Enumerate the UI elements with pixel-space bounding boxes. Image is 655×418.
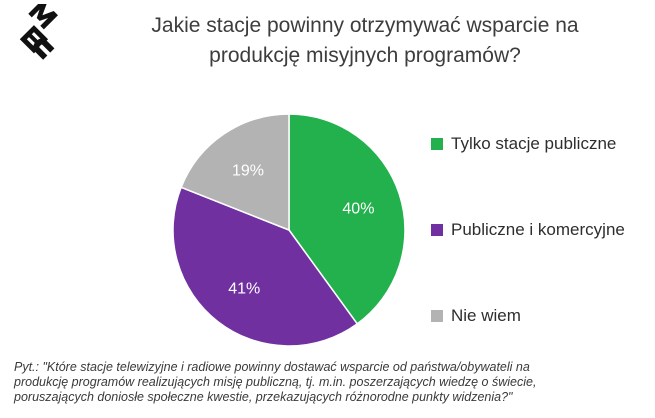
pie-slice-tylko-stacje-publiczne — [288, 113, 406, 325]
legend-item-nie-wiem: Nie wiem — [431, 304, 521, 328]
pie-slice-publiczne-i-komercyjne — [172, 186, 359, 347]
mec-logo — [19, 4, 58, 60]
survey-question-footnote: Pyt.: "Które stacje telewizyjne i radiow… — [14, 360, 624, 405]
legend-label: Publiczne i komercyjne — [451, 220, 625, 239]
pie-slice-percent-label: 41% — [228, 281, 260, 298]
chart-title-line-2: produkcję misyjnych programów? — [209, 44, 521, 67]
pie-slice-percent-label: 40% — [342, 200, 374, 217]
footnote-line: Pyt.: "Które stacje telewizyjne i radiow… — [14, 360, 530, 374]
chart-title-line-1: Jakie stacje powinny otrzymywać wsparcie… — [151, 14, 579, 37]
legend-swatch — [431, 138, 443, 150]
footnote-line: produkcję programów realizujących misję … — [14, 375, 537, 389]
legend-label: Nie wiem — [451, 306, 521, 325]
pie-slice-nie-wiem — [180, 113, 290, 232]
legend-item-tylko-stacje-publiczne: Tylko stacje publiczne — [431, 132, 616, 156]
pie-slice-percent-label: 19% — [232, 163, 264, 180]
legend-label: Tylko stacje publiczne — [451, 134, 617, 153]
footnote-line: poruszających doniosłe społeczne kwestie… — [14, 390, 513, 404]
legend-item-publiczne-i-komercyjne: Publiczne i komercyjne — [431, 218, 625, 242]
legend-swatch — [431, 224, 443, 236]
legend-swatch — [431, 310, 443, 322]
